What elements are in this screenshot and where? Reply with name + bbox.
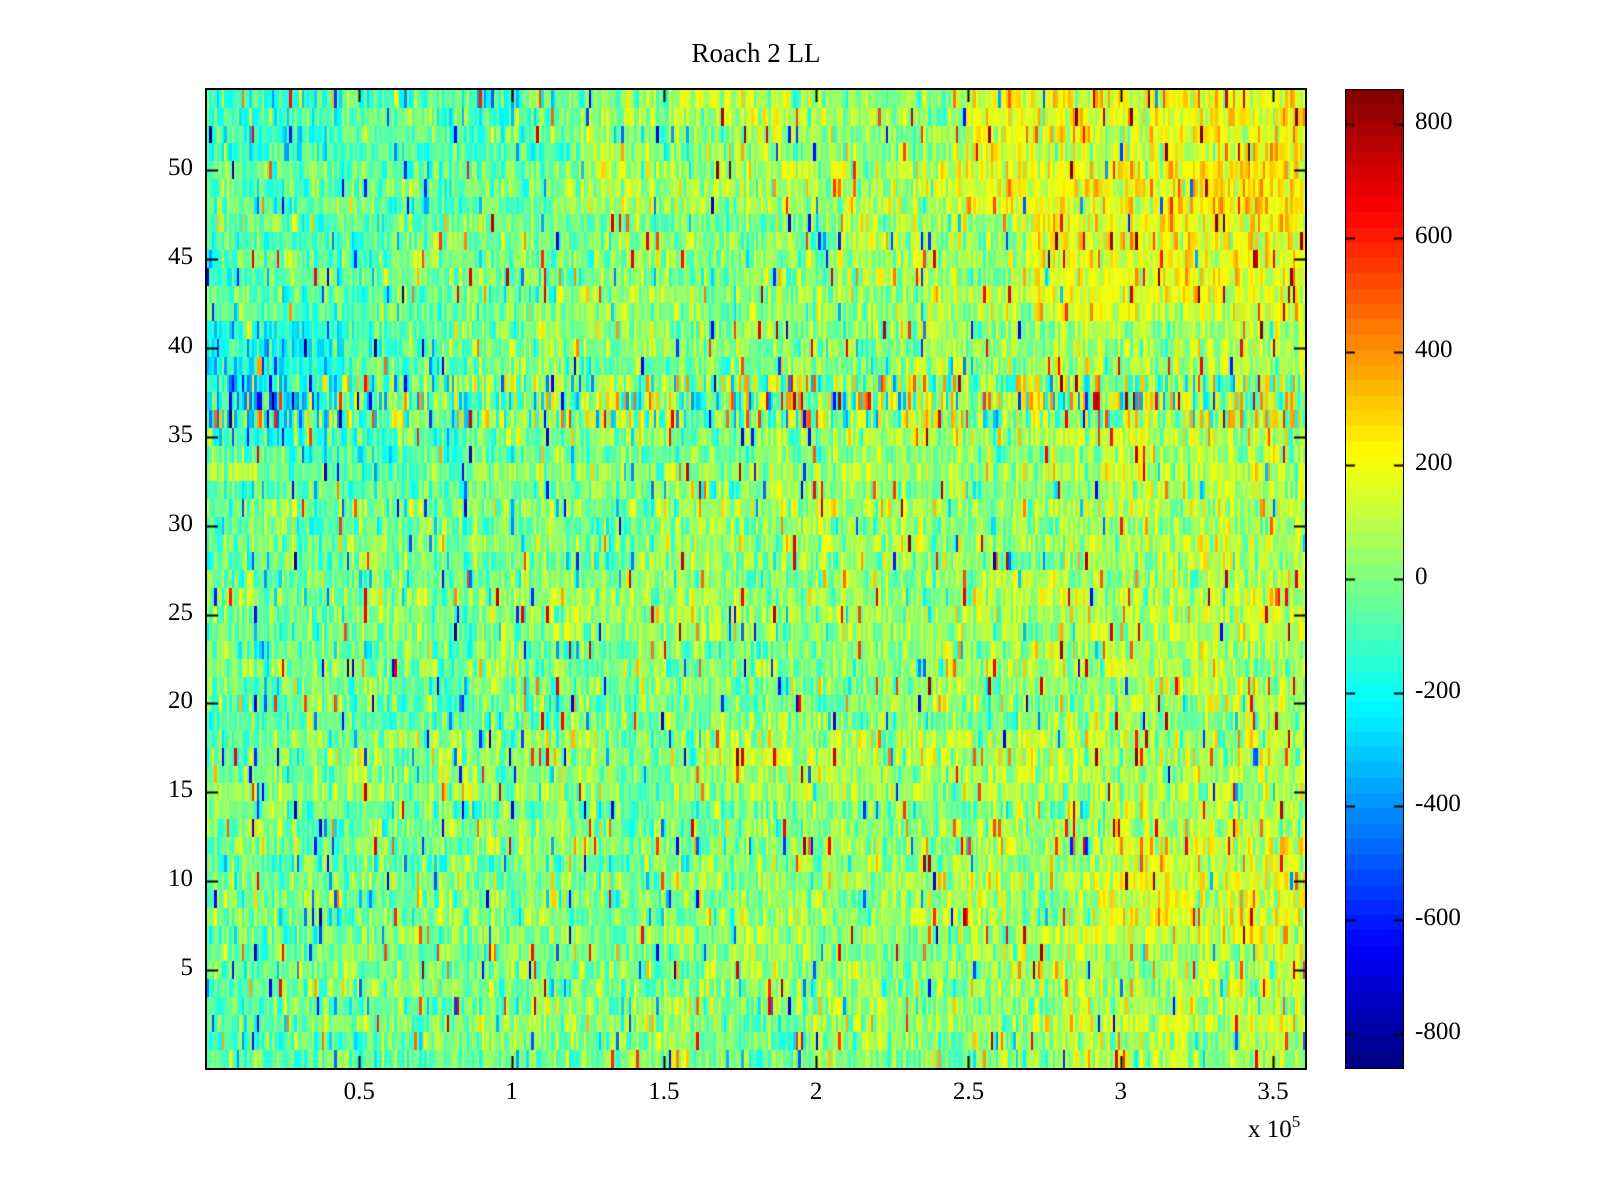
x-tick-label-2: 2 — [809, 1078, 823, 1105]
x-tick-label-3: 3 — [1114, 1078, 1127, 1105]
colorbar-tick-label-600: 600 — [1415, 221, 1453, 249]
x-tick-label-2.5: 2.5 — [952, 1078, 985, 1105]
x-axis-multiplier-prefix: x 10 — [1248, 1116, 1292, 1143]
x-axis-multiplier-exponent: 5 — [1291, 1112, 1301, 1131]
y-tick-label-30: 30 — [168, 509, 193, 537]
chart-title: Roach 2 LL — [691, 38, 821, 68]
heatmap-plot-area[interactable] — [205, 88, 1307, 1070]
heatmap-canvas[interactable] — [207, 90, 1305, 1068]
y-tick-label-20: 20 — [168, 687, 193, 715]
colorbar-tick-label--800: -800 — [1415, 1017, 1461, 1045]
colorbar-tick-label-0: 0 — [1415, 563, 1428, 590]
x-tick-label-1.5: 1.5 — [648, 1078, 680, 1105]
y-tick-label-45: 45 — [168, 242, 193, 270]
y-tick-label-35: 35 — [168, 420, 193, 448]
y-tick-label-5: 5 — [180, 954, 194, 982]
x-tick-label-3.5: 3.5 — [1257, 1078, 1289, 1105]
colorbar-tick-label--200: -200 — [1415, 676, 1461, 704]
colorbar-tick-label-800: 800 — [1415, 108, 1453, 136]
colorbar-tick-label-400: 400 — [1415, 335, 1453, 363]
y-tick-label-15: 15 — [168, 776, 193, 804]
x-tick-label-0.5: 0.5 — [343, 1078, 375, 1105]
y-tick-label-10: 10 — [168, 865, 193, 893]
colorbar-tick-label--400: -400 — [1415, 790, 1461, 818]
x-tick-label-1: 1 — [505, 1078, 518, 1105]
y-tick-label-40: 40 — [168, 331, 193, 359]
colorbar-tick-label--600: -600 — [1415, 904, 1461, 932]
colorbar-tick-label-200: 200 — [1415, 449, 1453, 477]
y-tick-label-50: 50 — [168, 154, 193, 182]
y-tick-label-25: 25 — [168, 598, 193, 626]
colorbar-canvas — [1346, 90, 1403, 1068]
x-axis-multiplier: x 105 — [1248, 1112, 1300, 1144]
colorbar — [1345, 89, 1404, 1069]
